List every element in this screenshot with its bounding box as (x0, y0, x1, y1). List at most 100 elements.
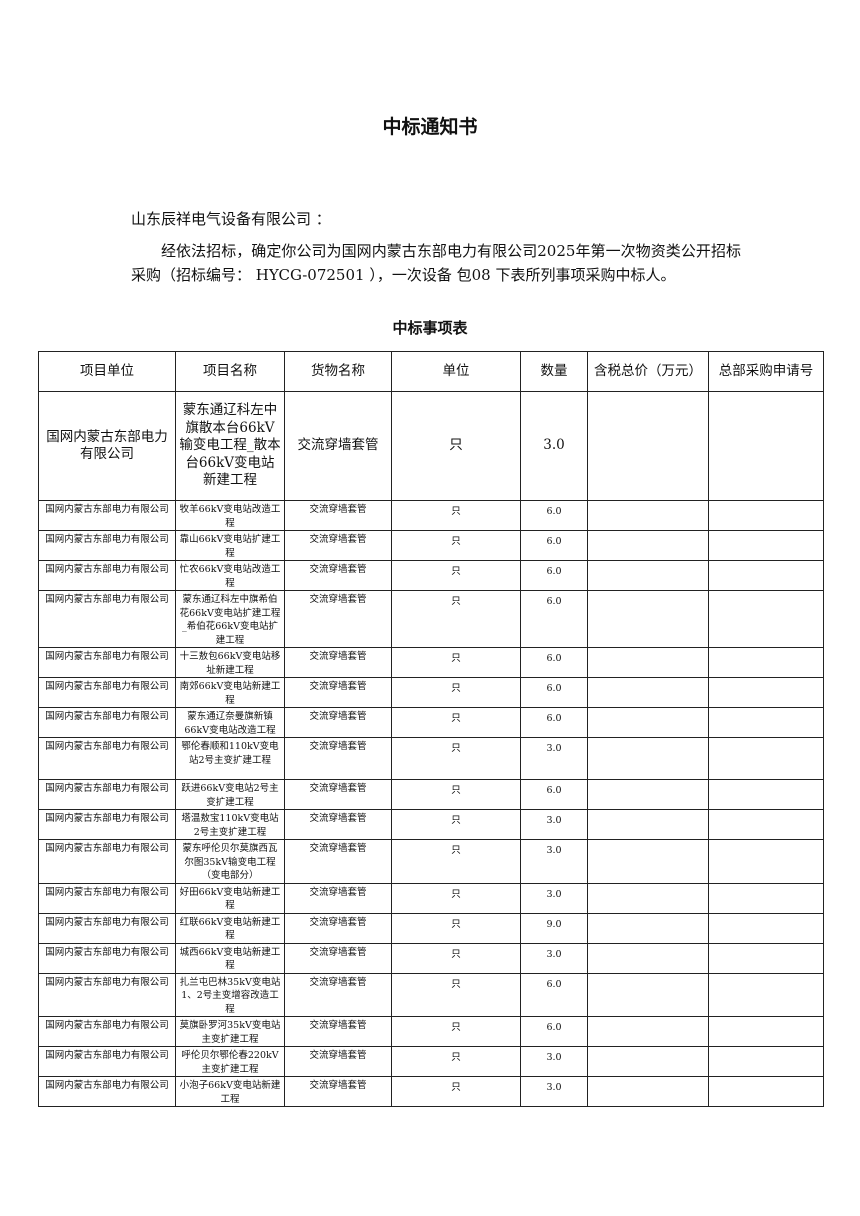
addressee: 山东辰祥电气设备有限公司 ： (131, 210, 331, 228)
unit-cell: 只 (391, 391, 521, 501)
unit-cell: 只 (391, 500, 521, 531)
unit-org-cell: 国网内蒙古东部电力有限公司 (38, 500, 176, 531)
unit-org-cell: 国网内蒙古东部电力有限公司 (38, 391, 176, 501)
table-row: 国网内蒙古东部电力有限公司 忙农66kV变电站改造工程 交流穿墙套管只 6.0 (38, 560, 824, 591)
unit-org-cell: 国网内蒙古东部电力有限公司 (38, 1076, 176, 1107)
project-cell: 小泡子66kV变电站新建工程 (175, 1076, 285, 1107)
unit-cell: 只 (391, 809, 521, 840)
req-no-cell (708, 500, 824, 531)
unit-org-cell: 国网内蒙古东部电力有限公司 (38, 779, 176, 810)
goods-cell: 交流穿墙套管 (284, 972, 392, 1017)
unit-org-cell: 国网内蒙古东部电力有限公司 (38, 647, 176, 678)
unit-org-cell: 国网内蒙古东部电力有限公司 (38, 1046, 176, 1077)
table-row: 国网内蒙古东部电力有限公司 十三敖包66kV变电站移址新建工程 交流穿墙套管只 6.0 (38, 647, 824, 678)
req-no-cell (708, 1076, 824, 1107)
goods-cell: 交流穿墙套管 (284, 809, 392, 840)
unit-org-cell: 国网内蒙古东部电力有限公司 (38, 1016, 176, 1047)
unit-cell: 只 (391, 1016, 521, 1047)
table-row: 国网内蒙古东部电力有限公司 莫旗卧罗河35kV变电站主变扩建工程 交流穿墙套管只 6.… (38, 1016, 824, 1047)
qty-cell: 3.0 (520, 942, 588, 974)
price-cell (587, 677, 709, 708)
table-row: 国网内蒙古东部电力有限公司 靠山66kV变电站扩建工程 交流穿墙套管只 6.0 (38, 530, 824, 561)
price-cell (587, 530, 709, 561)
unit-org-cell: 国网内蒙古东部电力有限公司 (38, 942, 176, 974)
qty-cell: 6.0 (520, 707, 588, 738)
req-no-cell (708, 1046, 824, 1077)
req-no-cell (708, 972, 824, 1017)
unit-cell: 只 (391, 677, 521, 708)
goods-cell: 交流穿墙套管 (284, 391, 392, 501)
table-row: 国网内蒙古东部电力有限公司 呼伦贝尔鄂伦春220kV主变扩建工程 交流穿墙套管只 3.… (38, 1046, 824, 1077)
goods-cell: 交流穿墙套管 (284, 839, 392, 884)
price-cell (587, 1076, 709, 1107)
col-header-unit-org: 项目单位 (38, 351, 176, 392)
req-no-cell (708, 391, 824, 501)
unit-org-cell: 国网内蒙古东部电力有限公司 (38, 839, 176, 884)
project-cell: 好田66kV变电站新建工程 (175, 882, 285, 914)
unit-cell: 只 (391, 647, 521, 678)
goods-cell: 交流穿墙套管 (284, 707, 392, 738)
table-row: 国网内蒙古东部电力有限公司 红联66kV变电站新建工程 交流穿墙套管只 9.0 (38, 912, 824, 944)
goods-cell: 交流穿墙套管 (284, 677, 392, 708)
qty-cell: 6.0 (520, 590, 588, 648)
req-no-cell (708, 560, 824, 591)
project-cell: 靠山66kV变电站扩建工程 (175, 530, 285, 561)
price-cell (587, 391, 709, 501)
price-cell (587, 839, 709, 884)
qty-cell: 6.0 (520, 530, 588, 561)
qty-cell: 3.0 (520, 391, 588, 501)
table-row: 国网内蒙古东部电力有限公司 跃进66kV变电站2号主变扩建工程 交流穿墙套管只 6.0 (38, 779, 824, 810)
table-row: 国网内蒙古东部电力有限公司 塔温敖宝110kV变电站2号主变扩建工程 交流穿墙套管只… (38, 809, 824, 840)
req-no-cell (708, 647, 824, 678)
unit-org-cell: 国网内蒙古东部电力有限公司 (38, 737, 176, 780)
table-row: 国网内蒙古东部电力有限公司 蒙东通辽科左中旗希伯花66kV变电站扩建工程_希伯花6… (38, 590, 824, 648)
table-row: 国网内蒙古东部电力有限公司 南郊66kV变电站新建工程 交流穿墙套管只 6.0 (38, 677, 824, 708)
goods-cell: 交流穿墙套管 (284, 1046, 392, 1077)
unit-cell: 只 (391, 560, 521, 591)
req-no-cell (708, 590, 824, 648)
project-cell: 红联66kV变电站新建工程 (175, 912, 285, 944)
req-no-cell (708, 707, 824, 738)
req-no-cell (708, 882, 824, 914)
table-row: 国网内蒙古东部电力有限公司 城西66kV变电站新建工程 交流穿墙套管只 3.0 (38, 942, 824, 974)
award-table: 项目单位 项目名称 货物名称 单位 数量 含税总价（万元） 总部采购申请号 国网… (38, 351, 824, 1107)
qty-cell: 6.0 (520, 560, 588, 591)
table-row: 国网内蒙古东部电力有限公司 牧羊66kV变电站改造工程 交流穿墙套管只 6.0 (38, 500, 824, 531)
price-cell (587, 1016, 709, 1047)
unit-org-cell: 国网内蒙古东部电力有限公司 (38, 560, 176, 591)
unit-cell: 只 (391, 530, 521, 561)
project-cell: 蒙东呼伦贝尔莫旗西瓦尔图35kV输变电工程（变电部分） (175, 839, 285, 884)
price-cell (587, 1046, 709, 1077)
col-header-price: 含税总价（万元） (587, 351, 709, 392)
req-no-cell (708, 809, 824, 840)
unit-cell: 只 (391, 1076, 521, 1107)
unit-org-cell: 国网内蒙古东部电力有限公司 (38, 882, 176, 914)
unit-cell: 只 (391, 912, 521, 944)
table-header-row: 项目单位 项目名称 货物名称 单位 数量 含税总价（万元） 总部采购申请号 (38, 351, 824, 392)
project-cell: 莫旗卧罗河35kV变电站主变扩建工程 (175, 1016, 285, 1047)
qty-cell: 6.0 (520, 677, 588, 708)
table-row: 国网内蒙古东部电力有限公司 蒙东呼伦贝尔莫旗西瓦尔图35kV输变电工程（变电部分）… (38, 839, 824, 884)
col-header-goods: 货物名称 (284, 351, 392, 392)
qty-cell: 6.0 (520, 500, 588, 531)
project-cell: 城西66kV变电站新建工程 (175, 942, 285, 974)
qty-cell: 3.0 (520, 882, 588, 914)
goods-cell: 交流穿墙套管 (284, 882, 392, 914)
col-header-project: 项目名称 (175, 351, 285, 392)
goods-cell: 交流穿墙套管 (284, 1016, 392, 1047)
table-row: 国网内蒙古东部电力有限公司 鄂伦春顺和110kV变电站2号主变扩建工程 交流穿墙套管… (38, 737, 824, 780)
goods-cell: 交流穿墙套管 (284, 1076, 392, 1107)
project-cell: 牧羊66kV变电站改造工程 (175, 500, 285, 531)
goods-cell: 交流穿墙套管 (284, 500, 392, 531)
unit-cell: 只 (391, 1046, 521, 1077)
unit-org-cell: 国网内蒙古东部电力有限公司 (38, 912, 176, 944)
col-header-qty: 数量 (520, 351, 588, 392)
project-cell: 十三敖包66kV变电站移址新建工程 (175, 647, 285, 678)
table-row: 国网内蒙古东部电力有限公司 好田66kV变电站新建工程 交流穿墙套管只 3.0 (38, 882, 824, 914)
price-cell (587, 882, 709, 914)
goods-cell: 交流穿墙套管 (284, 912, 392, 944)
goods-cell: 交流穿墙套管 (284, 647, 392, 678)
unit-cell: 只 (391, 839, 521, 884)
project-cell: 蒙东通辽科左中旗希伯花66kV变电站扩建工程_希伯花66kV变电站扩建工程 (175, 590, 285, 648)
req-no-cell (708, 677, 824, 708)
